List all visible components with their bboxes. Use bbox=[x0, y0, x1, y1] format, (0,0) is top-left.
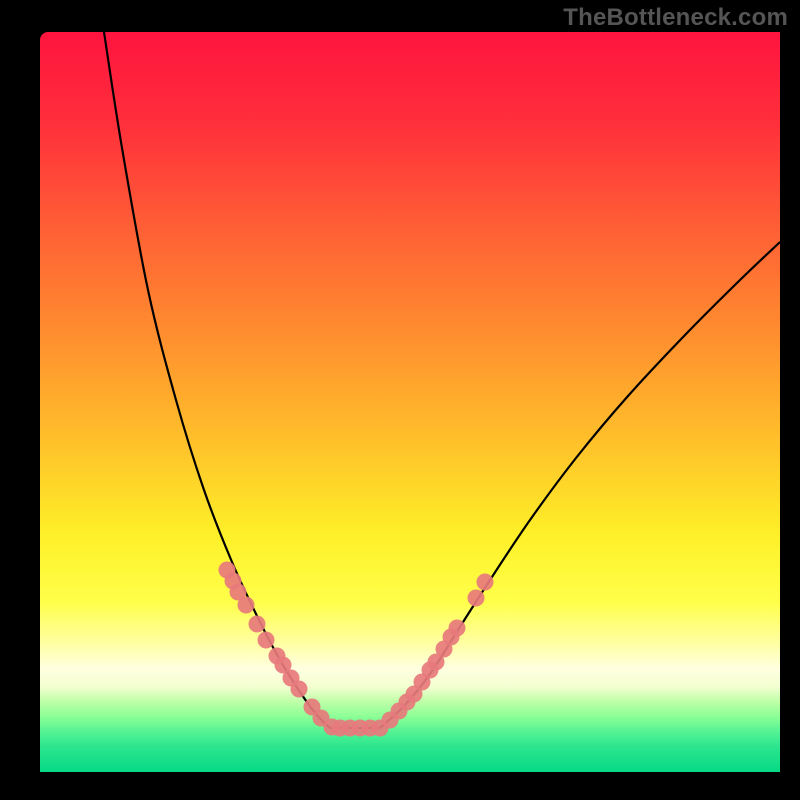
data-marker bbox=[238, 597, 255, 614]
chart-frame: TheBottleneck.com bbox=[0, 0, 800, 800]
data-marker bbox=[258, 632, 275, 649]
data-marker bbox=[477, 574, 494, 591]
data-marker bbox=[291, 681, 308, 698]
watermark-label: TheBottleneck.com bbox=[563, 4, 788, 32]
bottleneck-chart bbox=[0, 0, 800, 800]
data-marker bbox=[468, 590, 485, 607]
data-marker bbox=[449, 620, 466, 637]
data-marker bbox=[249, 616, 266, 633]
